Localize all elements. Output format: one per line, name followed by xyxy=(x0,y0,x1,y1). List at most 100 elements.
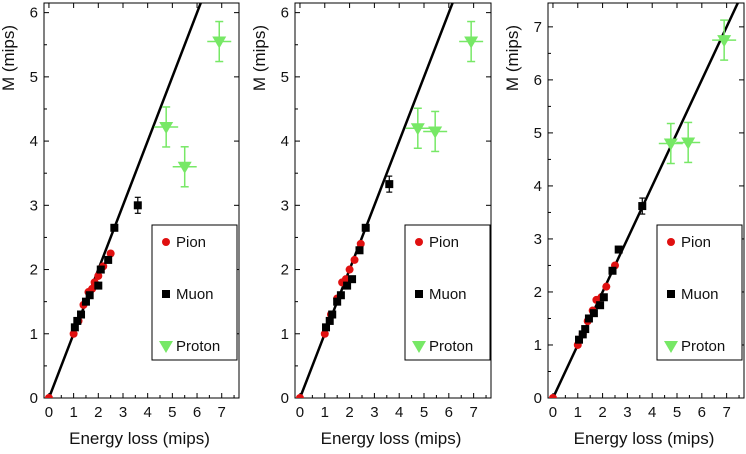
x-axis-title: Energy loss (mips) xyxy=(321,429,462,448)
x-tick-label: 2 xyxy=(345,404,353,421)
pion-point xyxy=(88,284,97,293)
muon-point xyxy=(110,223,119,232)
legend-pion-label: Pion xyxy=(681,234,711,251)
muon-point xyxy=(581,325,590,334)
legend-pion-marker xyxy=(667,238,675,246)
plot-frame xyxy=(294,2,492,399)
legend: Pion Muon Proton xyxy=(404,224,491,361)
y-tick-label: 5 xyxy=(281,69,289,86)
pion-point xyxy=(94,271,103,280)
x-tick-label: 7 xyxy=(722,404,730,421)
y-tick-label: 6 xyxy=(30,5,38,22)
x-tick-label: 0 xyxy=(45,404,53,421)
muon-point xyxy=(333,297,342,306)
muon-point xyxy=(81,297,90,306)
legend-proton-marker xyxy=(412,341,426,353)
y-tick-label: 4 xyxy=(534,178,542,195)
plot-data xyxy=(295,3,484,398)
pion-point xyxy=(356,239,365,248)
muon-point xyxy=(96,265,105,274)
muon-point xyxy=(77,310,86,319)
legend-muon-marker xyxy=(162,290,170,298)
legend-proton-marker xyxy=(159,341,173,353)
muon-point xyxy=(70,323,79,332)
y-tick-label: 3 xyxy=(281,197,289,214)
proton-point xyxy=(717,35,732,48)
pion-point xyxy=(345,265,354,274)
muon-point xyxy=(578,330,587,339)
pion-point xyxy=(320,329,329,338)
x-axis-title: Energy loss (mips) xyxy=(69,429,210,448)
y-tick-label: 6 xyxy=(281,5,289,22)
x-tick-label: 2 xyxy=(598,404,606,421)
y-tick-label: 1 xyxy=(281,326,289,343)
x-tick-label: 1 xyxy=(321,404,329,421)
muon-point xyxy=(361,223,370,232)
y-tick-label: 0 xyxy=(281,390,289,407)
pion-point xyxy=(44,394,53,398)
x-tick-label: 0 xyxy=(296,404,304,421)
x-tick-label: 4 xyxy=(395,404,403,421)
x-tick-label: 1 xyxy=(574,404,582,421)
proton-point xyxy=(177,161,192,174)
x-tick-label: 6 xyxy=(445,404,453,421)
plot-frame xyxy=(43,2,240,399)
y-tick-label: 3 xyxy=(30,197,38,214)
muon-point xyxy=(336,291,345,300)
x-tick-label: 4 xyxy=(648,404,656,421)
y-tick-label: 0 xyxy=(30,390,38,407)
plot-data xyxy=(44,3,232,398)
legend-muon-label: Muon xyxy=(429,286,467,303)
x-tick-label: 3 xyxy=(119,404,127,421)
muon-point xyxy=(73,316,82,325)
proton-point xyxy=(410,123,425,136)
x-tick-label: 6 xyxy=(193,404,201,421)
x-tick-label: 7 xyxy=(469,404,477,421)
legend-pion-marker xyxy=(415,238,423,246)
x-axis-title: Energy loss (mips) xyxy=(574,429,715,448)
muon-point xyxy=(575,335,584,344)
muon-point xyxy=(94,281,103,290)
x-tick-label: 6 xyxy=(698,404,706,421)
y-tick-label: 6 xyxy=(534,72,542,89)
y-axis-title: M (mips) xyxy=(250,25,269,91)
legend: Pion Muon Proton xyxy=(656,224,743,361)
x-tick-label: 5 xyxy=(420,404,428,421)
y-tick-label: 1 xyxy=(534,337,542,354)
y-tick-label: 5 xyxy=(534,125,542,142)
muon-point xyxy=(328,310,337,319)
x-tick-label: 7 xyxy=(218,404,226,421)
y-axis-title: M (mips) xyxy=(503,25,522,91)
y-axis-title: M (mips) xyxy=(0,25,18,91)
x-tick-label: 4 xyxy=(143,404,151,421)
legend-muon-marker xyxy=(667,290,675,298)
y-tick-label: 2 xyxy=(281,262,289,279)
y-tick-label: 2 xyxy=(30,262,38,279)
y-tick-label: 4 xyxy=(30,133,38,150)
x-tick-label: 5 xyxy=(168,404,176,421)
pion-point xyxy=(295,394,304,398)
x-tick-label: 3 xyxy=(623,404,631,421)
muon-point xyxy=(584,314,593,323)
x-tick-label: 1 xyxy=(69,404,77,421)
muon-point xyxy=(325,316,334,325)
pion-point xyxy=(548,394,557,398)
x-tick-label: 3 xyxy=(370,404,378,421)
proton-point xyxy=(464,36,479,49)
y-tick-label: 4 xyxy=(281,133,289,150)
muon-point xyxy=(322,323,331,332)
x-tick-label: 2 xyxy=(94,404,102,421)
muon-point xyxy=(599,293,608,302)
proton-point xyxy=(159,121,174,134)
muon-point xyxy=(589,309,598,318)
proton-point xyxy=(681,137,696,150)
x-tick-label: 5 xyxy=(673,404,681,421)
y-tick-label: 1 xyxy=(30,326,38,343)
y-tick-label: 5 xyxy=(30,69,38,86)
muon-point xyxy=(385,180,394,189)
legend-proton-marker xyxy=(664,341,678,353)
legend-proton-label: Proton xyxy=(429,338,473,355)
